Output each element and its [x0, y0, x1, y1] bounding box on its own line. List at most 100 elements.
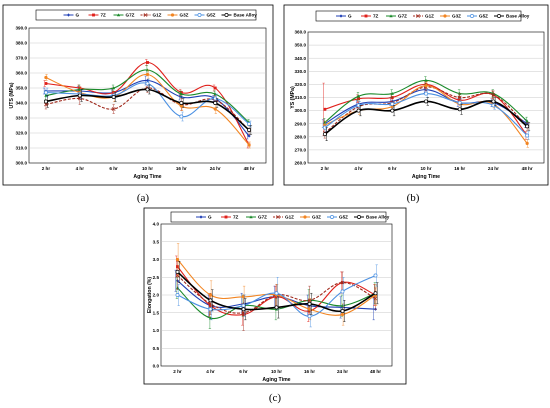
data-point [213, 86, 217, 90]
data-point [307, 314, 312, 319]
data-point [457, 107, 462, 112]
panel-label-a: (a) [137, 192, 150, 204]
y-tick-label: 0.0 [153, 364, 160, 369]
x-tick-label: 6 hr [388, 166, 397, 171]
series-base-alloy [322, 97, 531, 141]
x-tick-label: 2 hr [173, 369, 182, 374]
data-point [179, 114, 184, 119]
data-point [424, 84, 428, 88]
data-point [175, 269, 180, 274]
data-point [274, 305, 279, 310]
y-tick-label: 270.0 [295, 148, 307, 153]
legend-entry: G [196, 215, 212, 220]
data-point [247, 134, 251, 138]
y-tick-label: 370.0 [16, 56, 28, 61]
legend-entry: G5Z [467, 14, 488, 19]
data-point [307, 301, 312, 306]
legend-entry: 7Z [221, 215, 239, 220]
y-tick-label: 350.0 [16, 86, 28, 91]
y-tick-label: 360.0 [295, 30, 307, 35]
y-tick-label: 320.0 [295, 82, 307, 87]
x-tick-label: 4 hr [354, 166, 363, 171]
series-base-alloy [43, 84, 253, 135]
x-tick-label: 48 hr [522, 166, 533, 171]
data-point [525, 119, 529, 123]
x-tick-label: 16 hr [176, 166, 187, 171]
legend-marker [364, 14, 368, 18]
series-g5z [322, 89, 530, 140]
x-tick-label: 10 hr [142, 166, 153, 171]
y-tick-label: 3.5 [153, 239, 160, 244]
data-point [247, 122, 252, 126]
legend-marker [389, 14, 393, 18]
legend-label: G7Z [398, 14, 407, 19]
y-tick-label: 1.0 [153, 328, 160, 333]
data-point [44, 93, 48, 97]
legend-label: Base Alloy [234, 13, 258, 18]
data-point [491, 99, 496, 104]
legend-entry: G3Z [167, 13, 189, 18]
data-point [145, 87, 150, 92]
data-point [241, 303, 246, 308]
legend-entry: G [336, 14, 352, 19]
data-point [247, 143, 251, 147]
data-point [373, 273, 378, 278]
data-point [111, 107, 116, 111]
legend-entry: 7Z [88, 13, 107, 18]
x-axis-title: Aging Time [262, 377, 290, 383]
x-tick-label: 48 hr [244, 166, 255, 171]
data-point [44, 82, 48, 85]
chart-panel-a: 300.0 310.0 320.0 330.0 340.0 350.0 360.0 370.0… [2, 4, 274, 186]
y-tick-label: 330.0 [16, 116, 28, 121]
y-tick-label: 3.0 [153, 257, 160, 262]
legend-label: G1Z [425, 14, 434, 19]
y-tick-label: 1.5 [153, 310, 160, 315]
y-tick-label: 280.0 [295, 134, 307, 139]
chart-panel-b: 260.0 270.0 280.0 290.0 300.0 310.0 320.0 330.0… [283, 4, 549, 186]
legend-label: G [348, 14, 352, 19]
legend-entry: G7Z [113, 13, 135, 18]
series-base-alloy [175, 261, 379, 322]
x-tick-label: 16 hr [454, 166, 465, 171]
y-tick-label: 260.0 [295, 161, 307, 166]
x-tick-label: 10 hr [271, 369, 282, 374]
legend-marker [443, 14, 447, 18]
data-point [491, 92, 496, 97]
legend-marker [330, 215, 334, 219]
y-tick-label: 290.0 [295, 121, 307, 126]
legend-label: G1Z [285, 215, 294, 220]
panel-label-c: (c) [269, 392, 282, 404]
data-point [145, 81, 150, 86]
chart-panel-c: 0.0 0.5 1.0 1.5 2.0 2.5 3.0 3.5 4.0 2 hr 4 hr 6 hr 1… [143, 207, 407, 385]
legend-marker [92, 13, 95, 17]
legend-label: G [208, 215, 212, 220]
legend-marker [339, 14, 343, 18]
legend-marker [197, 13, 202, 17]
data-point [323, 123, 327, 127]
x-tick-label: 2 hr [42, 166, 51, 171]
data-point [175, 293, 180, 297]
legend-marker [224, 13, 229, 17]
data-point [390, 108, 395, 113]
x-tick-label: 4 hr [206, 369, 215, 374]
data-point [77, 93, 82, 98]
data-point [390, 102, 395, 107]
y-tick-label: 300.0 [16, 161, 28, 166]
legend-label: 7Z [101, 13, 107, 18]
panel-label-b: (b) [407, 192, 420, 204]
y-tick-label: 340.0 [295, 56, 307, 61]
x-tick-label: 24 hr [488, 166, 499, 171]
data-point [208, 293, 213, 297]
x-tick-label: 48 hr [370, 369, 381, 374]
data-point [145, 78, 150, 83]
data-point [356, 108, 361, 113]
data-point [390, 91, 394, 95]
y-tick-label: 330.0 [295, 69, 307, 74]
data-point [525, 133, 530, 138]
legend-marker [357, 215, 361, 219]
data-point [356, 94, 361, 98]
legend-marker [470, 14, 474, 18]
data-point [145, 72, 150, 77]
data-point [274, 291, 279, 296]
